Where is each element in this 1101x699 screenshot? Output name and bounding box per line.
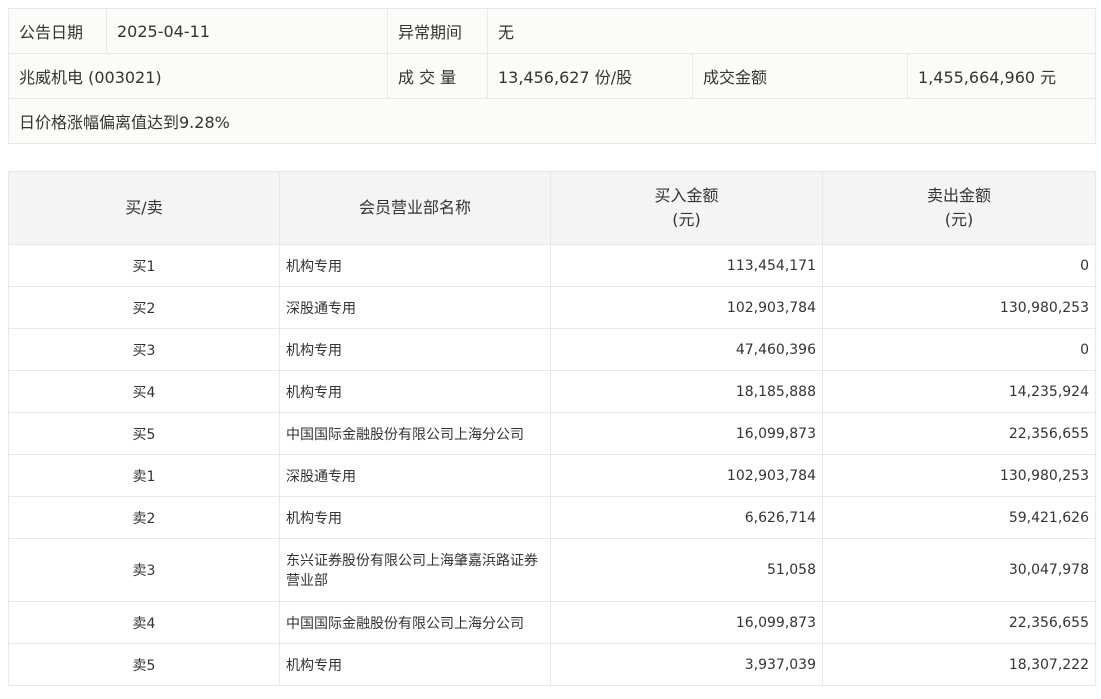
seat-name-cell: 中国国际金融股份有限公司上海分公司 <box>279 601 551 644</box>
column-header: 卖出金额 (元) <box>822 171 1096 245</box>
table-row: 买1 机构专用 113,454,171 0 <box>8 244 1096 287</box>
seat-name-cell: 深股通专用 <box>279 286 551 329</box>
buy-amount-cell: 113,454,171 <box>550 244 823 287</box>
side-cell: 卖1 <box>8 454 280 497</box>
column-header: 买入金额 (元) <box>550 171 823 245</box>
buy-amount-cell: 16,099,873 <box>550 412 823 455</box>
table-row: 卖4 中国国际金融股份有限公司上海分公司 16,099,873 22,356,655 <box>8 601 1096 644</box>
side-cell: 买1 <box>8 244 280 287</box>
table-row: 买5 中国国际金融股份有限公司上海分公司 16,099,873 22,356,655 <box>8 412 1096 455</box>
buy-amount-cell: 18,185,888 <box>550 370 823 413</box>
stock-name: 兆威机电 (003021) <box>8 53 388 99</box>
sell-amount-cell: 22,356,655 <box>822 412 1096 455</box>
seat-name-cell: 机构专用 <box>279 643 551 686</box>
side-cell: 买4 <box>8 370 280 413</box>
seat-name-cell: 机构专用 <box>279 496 551 539</box>
side-cell: 买5 <box>8 412 280 455</box>
table-row: 卖2 机构专用 6,626,714 59,421,626 <box>8 496 1096 539</box>
volume-label: 成 交 量 <box>387 53 488 99</box>
amount-label: 成交金额 <box>692 53 908 99</box>
sell-amount-cell: 130,980,253 <box>822 454 1096 497</box>
buy-amount-cell: 16,099,873 <box>550 601 823 644</box>
sell-amount-cell: 22,356,655 <box>822 601 1096 644</box>
seat-name-cell: 机构专用 <box>279 370 551 413</box>
seat-name-cell: 深股通专用 <box>279 454 551 497</box>
table-row: 买3 机构专用 47,460,396 0 <box>8 328 1096 371</box>
announcement-info-table: 公告日期 2025-04-11 异常期间 无 兆威机电 (003021) 成 交… <box>7 8 1097 144</box>
sell-amount-cell: 59,421,626 <box>822 496 1096 539</box>
reason-text: 日价格涨幅偏离值达到9.28% <box>7 98 1097 144</box>
sell-amount-cell: 18,307,222 <box>822 643 1096 686</box>
table-row: 卖3 东兴证券股份有限公司上海肇嘉浜路证券营业部 51,058 30,047,978 <box>8 538 1096 602</box>
side-cell: 卖4 <box>8 601 280 644</box>
buy-amount-cell: 102,903,784 <box>550 454 823 497</box>
buy-amount-cell: 3,937,039 <box>550 643 823 686</box>
table-row: 买2 深股通专用 102,903,784 130,980,253 <box>8 286 1096 329</box>
table-header: 买/卖 会员营业部名称 买入金额 (元) 卖出金额 (元) <box>8 171 1096 245</box>
sell-amount-cell: 0 <box>822 328 1096 371</box>
table-row: 卖1 深股通专用 102,903,784 130,980,253 <box>8 454 1096 497</box>
buy-amount-cell: 102,903,784 <box>550 286 823 329</box>
period-label: 异常期间 <box>387 8 488 54</box>
side-cell: 买3 <box>8 328 280 371</box>
sell-amount-cell: 30,047,978 <box>822 538 1096 602</box>
side-cell: 卖3 <box>8 538 280 602</box>
column-header: 买/卖 <box>8 171 280 245</box>
seat-name-cell: 机构专用 <box>279 328 551 371</box>
info-row-stock: 兆威机电 (003021) 成 交 量 13,456,627 份/股 成交金额 … <box>8 53 1097 99</box>
side-cell: 买2 <box>8 286 280 329</box>
table-row: 卖5 机构专用 3,937,039 18,307,222 <box>8 643 1096 686</box>
sell-amount-cell: 14,235,924 <box>822 370 1096 413</box>
amount-value: 1,455,664,960 元 <box>906 53 1097 99</box>
table-row: 买4 机构专用 18,185,888 14,235,924 <box>8 370 1096 413</box>
side-cell: 卖2 <box>8 496 280 539</box>
buy-amount-cell: 51,058 <box>550 538 823 602</box>
period-value: 无 <box>486 8 1097 54</box>
side-cell: 卖5 <box>8 643 280 686</box>
date-value: 2025-04-11 <box>106 8 388 54</box>
volume-value: 13,456,627 份/股 <box>487 53 693 99</box>
sell-amount-cell: 0 <box>822 244 1096 287</box>
column-header: 会员营业部名称 <box>279 171 551 245</box>
seat-name-cell: 中国国际金融股份有限公司上海分公司 <box>279 412 551 455</box>
info-row-date: 公告日期 2025-04-11 异常期间 无 <box>8 8 1097 54</box>
seat-name-cell: 机构专用 <box>279 244 551 287</box>
date-label: 公告日期 <box>8 8 107 54</box>
trading-seats-table: 买/卖 会员营业部名称 买入金额 (元) 卖出金额 (元) 买1 机构专用 113,454… <box>8 171 1096 686</box>
buy-amount-cell: 6,626,714 <box>550 496 823 539</box>
sell-amount-cell: 130,980,253 <box>822 286 1096 329</box>
buy-amount-cell: 47,460,396 <box>550 328 823 371</box>
seat-name-cell: 东兴证券股份有限公司上海肇嘉浜路证券营业部 <box>279 538 551 602</box>
info-row-reason: 日价格涨幅偏离值达到9.28% <box>7 98 1097 144</box>
